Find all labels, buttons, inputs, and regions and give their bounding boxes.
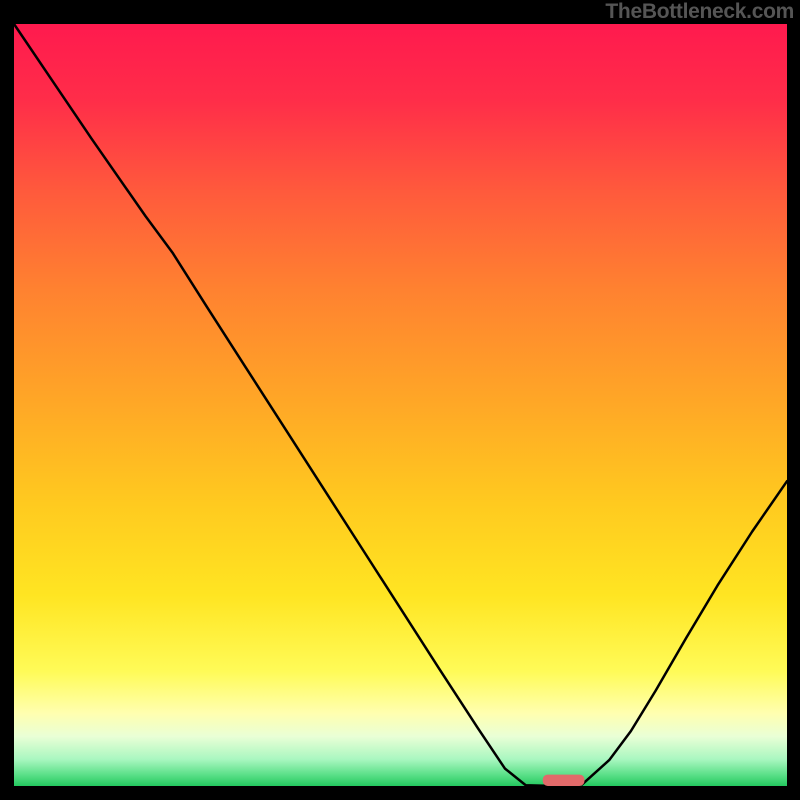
optimal-marker	[543, 775, 585, 786]
bottleneck-chart	[0, 0, 800, 800]
watermark-text: TheBottleneck.com	[605, 0, 794, 24]
chart-container: { "watermark": "TheBottleneck.com", "cha…	[0, 0, 800, 800]
plot-background	[14, 24, 787, 786]
